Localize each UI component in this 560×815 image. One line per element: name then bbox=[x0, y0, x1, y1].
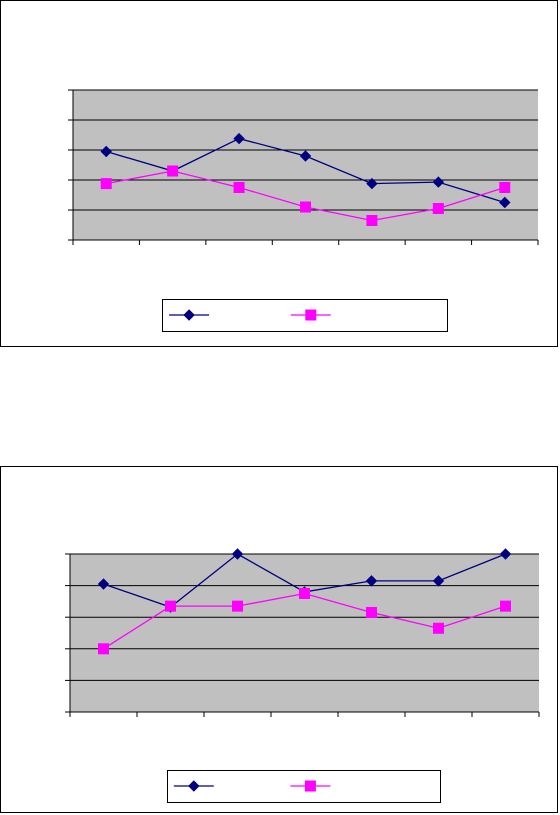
series-2-point bbox=[366, 215, 378, 226]
series-1-point bbox=[97, 578, 110, 590]
series-1-point bbox=[499, 196, 511, 209]
series-2-point bbox=[100, 178, 112, 190]
series-2-point bbox=[499, 182, 511, 193]
series-2-point bbox=[366, 606, 377, 618]
series-2-point bbox=[432, 203, 444, 214]
series-2-point bbox=[167, 165, 179, 177]
chart-2-plot bbox=[65, 548, 540, 717]
chart-2-legend bbox=[167, 770, 441, 803]
series-2-point bbox=[165, 600, 176, 612]
legend-swatches bbox=[169, 309, 331, 321]
chart-1-legend bbox=[162, 299, 448, 332]
chart-2 bbox=[0, 466, 558, 813]
legend-marker-series-2 bbox=[305, 309, 317, 321]
series-2-point bbox=[233, 182, 245, 193]
chart-1-plot bbox=[68, 89, 539, 245]
series-1-point bbox=[366, 177, 378, 190]
series-1-point bbox=[365, 575, 378, 587]
legend-marker-series-2 bbox=[304, 780, 316, 792]
series-2-point bbox=[232, 600, 243, 612]
series-2-point bbox=[300, 201, 311, 213]
legend-swatches bbox=[173, 780, 331, 792]
series-2-point bbox=[98, 643, 109, 655]
series-1-point bbox=[299, 150, 312, 162]
legend-marker-series-1 bbox=[188, 780, 200, 792]
series-1-point bbox=[100, 145, 112, 158]
legend-marker-series-1 bbox=[183, 309, 195, 321]
series-1-point bbox=[432, 176, 445, 188]
series-2-point bbox=[500, 600, 511, 612]
series-1-point bbox=[499, 548, 512, 560]
series-2-point bbox=[433, 622, 444, 634]
series-1-point bbox=[233, 132, 245, 145]
plot-area bbox=[73, 90, 538, 240]
chart-1 bbox=[0, 0, 558, 347]
series-1-point bbox=[432, 575, 445, 587]
series-2-point bbox=[299, 588, 310, 599]
plot-area bbox=[70, 554, 539, 712]
series-1-point bbox=[231, 548, 244, 560]
